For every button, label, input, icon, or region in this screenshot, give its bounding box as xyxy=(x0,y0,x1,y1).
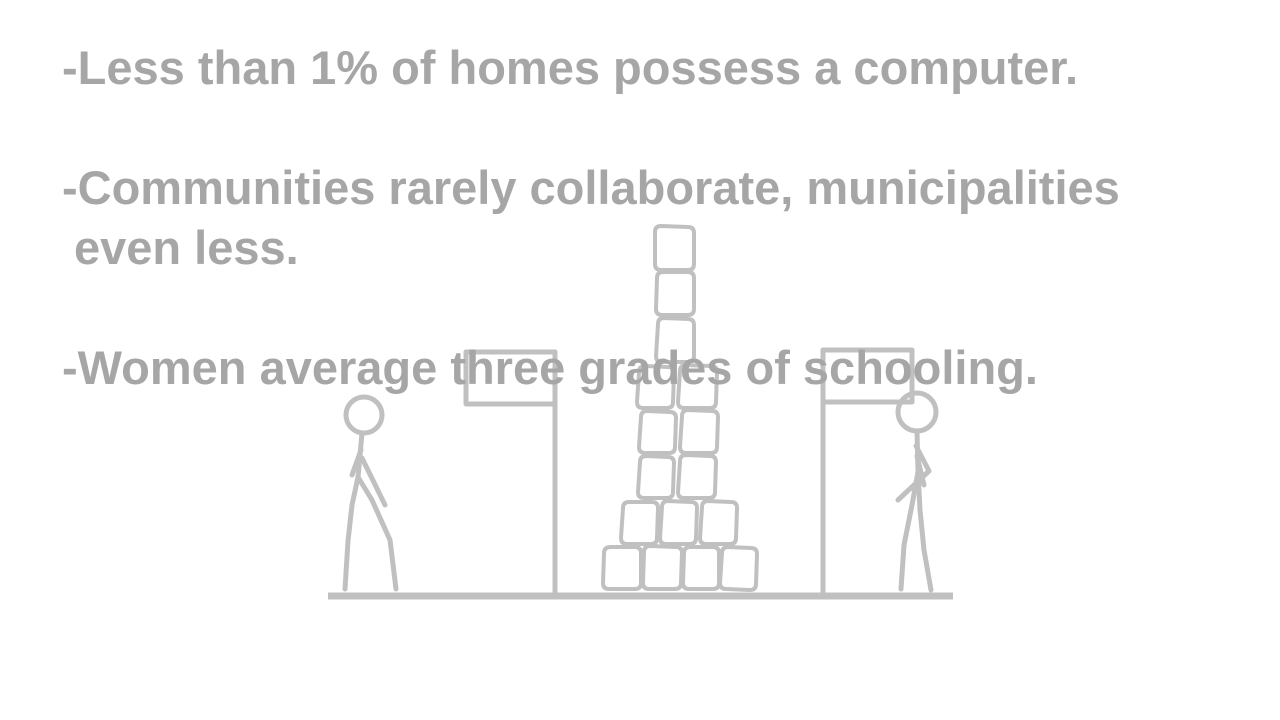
bullet-item-collaboration: -Communities rarely collaborate, municip… xyxy=(62,158,1120,278)
bullet-text: -Less than 1% of homes possess a compute… xyxy=(62,41,1079,94)
bullet-text-continuation: even less. xyxy=(74,221,299,274)
left-stick-figure xyxy=(342,394,399,592)
bullet-item-computers: -Less than 1% of homes possess a compute… xyxy=(62,38,1120,98)
block-tower xyxy=(601,224,759,592)
left-flag xyxy=(463,349,558,596)
right-stick-figure xyxy=(895,390,939,593)
right-flag xyxy=(820,347,915,596)
bullet-list: -Less than 1% of homes possess a compute… xyxy=(62,38,1120,398)
bullet-text: -Women average three grades of schooling… xyxy=(62,341,1038,394)
bullet-item-schooling: -Women average three grades of schooling… xyxy=(62,338,1120,398)
bullet-text: -Communities rarely collaborate, municip… xyxy=(62,161,1120,214)
